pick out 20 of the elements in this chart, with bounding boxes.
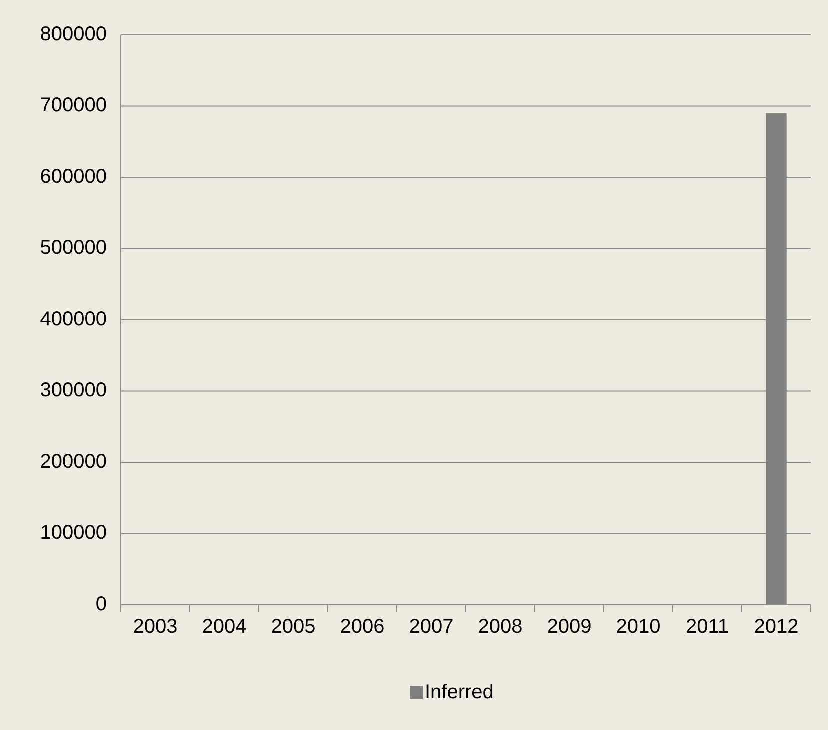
y-tick-label: 100000 bbox=[40, 522, 107, 544]
x-tick-label: 2006 bbox=[340, 616, 385, 638]
y-tick-label: 800000 bbox=[40, 23, 107, 46]
y-tick-label: 0 bbox=[96, 593, 107, 616]
x-tick-label: 2007 bbox=[409, 616, 454, 638]
y-tick-label: 200000 bbox=[40, 450, 107, 473]
y-tick-label: 300000 bbox=[40, 380, 107, 402]
y-tick-label: 600000 bbox=[40, 166, 107, 188]
x-tick-label: 2011 bbox=[686, 616, 730, 638]
y-tick-label: 500000 bbox=[40, 237, 107, 260]
x-tick-label: 2008 bbox=[478, 616, 523, 638]
x-tick-label: 2010 bbox=[616, 616, 661, 638]
x-tick-label: 2004 bbox=[202, 616, 247, 638]
y-tick-label: 700000 bbox=[40, 94, 107, 117]
x-tick-label: 2009 bbox=[547, 616, 592, 638]
y-tick-label: 400000 bbox=[40, 308, 107, 330]
x-tick-label: 2005 bbox=[271, 616, 316, 638]
x-tick-label: 2003 bbox=[133, 616, 178, 638]
legend-label: Inferred bbox=[425, 681, 494, 704]
x-tick-label: 2012 bbox=[754, 616, 799, 638]
